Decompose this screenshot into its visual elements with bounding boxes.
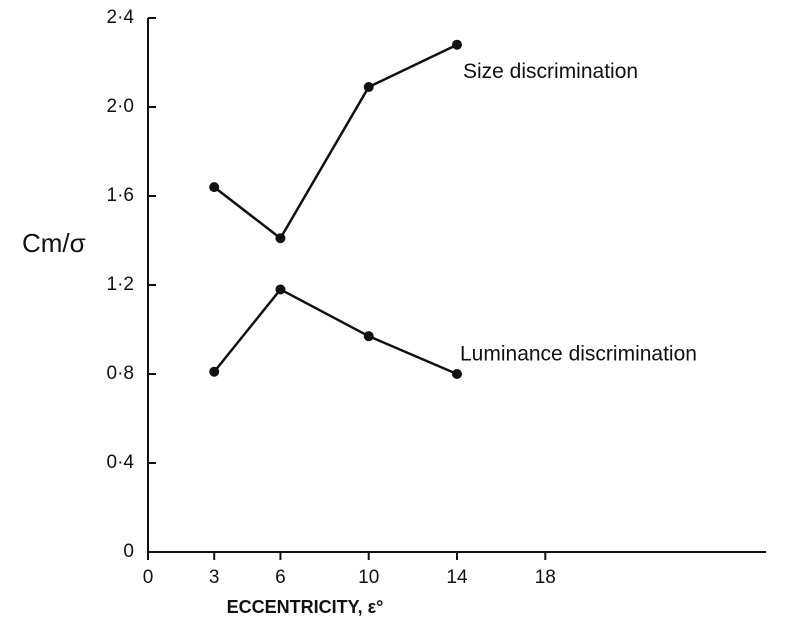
series-label: Size discrimination <box>463 60 638 83</box>
data-point <box>452 39 462 50</box>
data-point <box>452 369 462 379</box>
x-axis-label: ECCENTRICITY, ε° <box>227 597 384 617</box>
data-point <box>363 331 374 342</box>
data-point <box>209 182 220 193</box>
data-point <box>275 233 286 244</box>
x-tick-label: 14 <box>446 567 468 588</box>
series-line <box>213 287 458 376</box>
y-tick-label: 0·4 <box>107 452 135 473</box>
data-point <box>275 284 286 295</box>
series-label: Luminance discrimination <box>460 343 697 366</box>
y-tick-label: 1·2 <box>107 274 134 295</box>
x-tick-label: 6 <box>275 567 286 588</box>
data-point <box>209 366 220 377</box>
series-line <box>213 43 458 241</box>
x-tick-label: 0 <box>143 567 154 588</box>
y-tick-label: 2·4 <box>107 7 135 28</box>
y-tick-label: 2·0 <box>107 96 134 117</box>
x-tick-label: 18 <box>535 567 556 588</box>
x-tick-label: 10 <box>358 567 379 588</box>
data-point <box>363 81 374 92</box>
x-tick-label: 3 <box>209 567 220 588</box>
y-tick-label: 1·6 <box>107 185 134 206</box>
y-tick-label: 0 <box>123 541 134 562</box>
y-axis-label: Cm/σ <box>22 228 86 258</box>
y-tick-label: 0·8 <box>107 363 134 384</box>
